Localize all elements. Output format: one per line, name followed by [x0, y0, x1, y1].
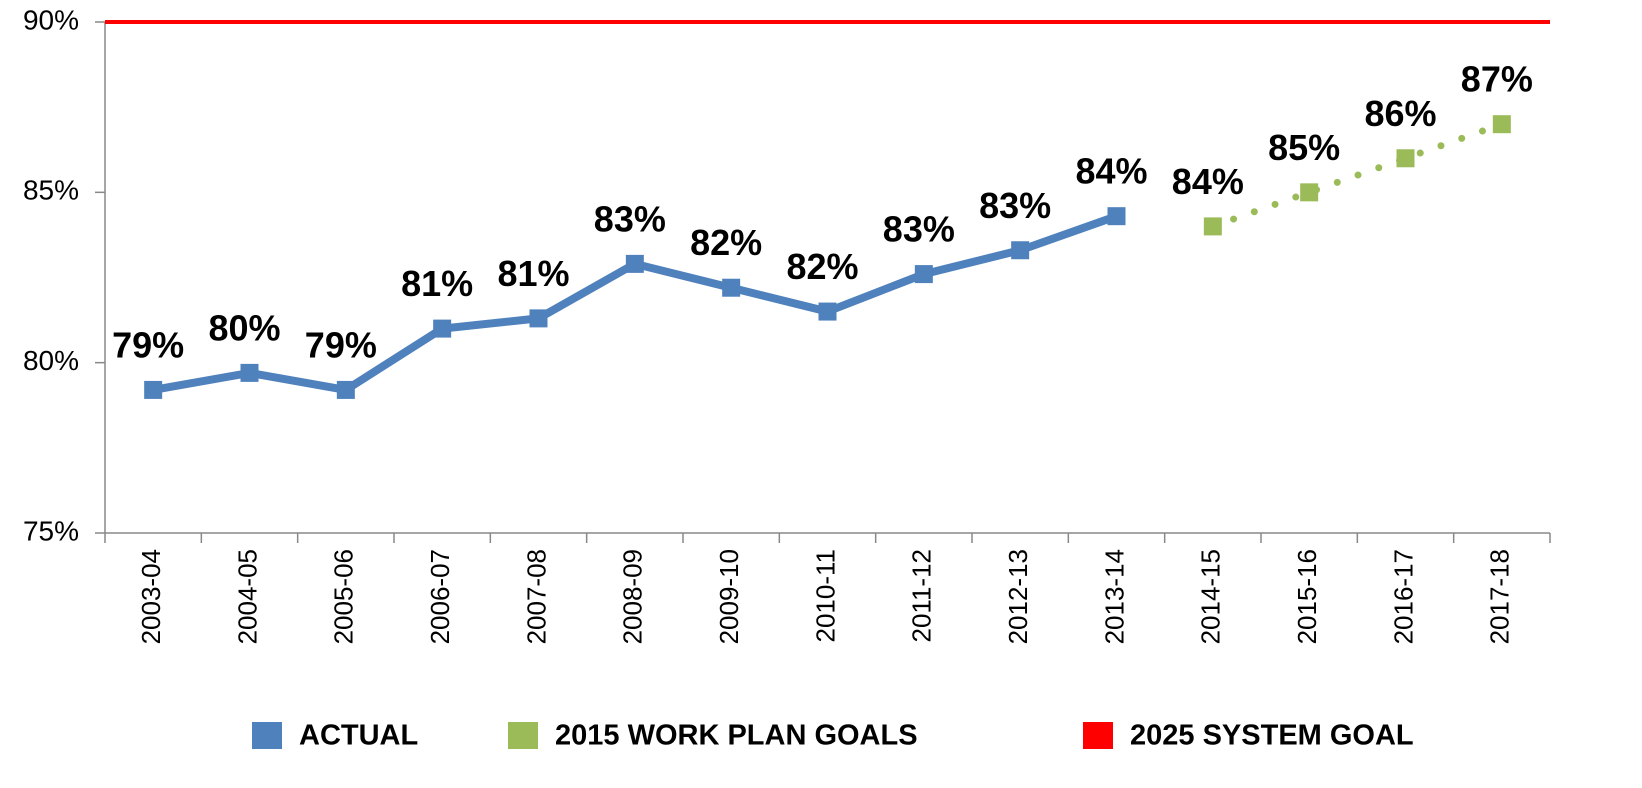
- data-label: 83%: [883, 209, 955, 250]
- x-tick-label: 2010-11: [810, 549, 840, 643]
- point-marker: [914, 265, 933, 284]
- data-label: 85%: [1268, 127, 1340, 168]
- data-label: 84%: [1075, 151, 1147, 192]
- x-tick-label: 2014-15: [1196, 549, 1226, 644]
- point-marker: [144, 380, 163, 399]
- x-tick-label: 2007-08: [521, 549, 551, 644]
- point-marker: [336, 380, 355, 399]
- data-label: 82%: [690, 222, 762, 263]
- point-marker: [433, 319, 452, 338]
- x-tick-label: 2011-12: [907, 549, 937, 643]
- point-marker: [625, 254, 644, 273]
- x-tick-label: 2013-14: [1099, 549, 1129, 644]
- point-marker: [818, 302, 837, 321]
- x-tick-label: 2012-13: [1003, 549, 1033, 644]
- x-tick-label: 2005-06: [329, 549, 359, 644]
- x-tick-label: 2006-07: [425, 549, 455, 644]
- data-label: 82%: [786, 246, 858, 287]
- data-label: 87%: [1461, 59, 1533, 100]
- point-marker: [1107, 207, 1126, 226]
- legend-label: ACTUAL: [299, 720, 418, 752]
- legend-swatch: [1083, 722, 1113, 749]
- point-marker: [1300, 183, 1319, 202]
- series-line: [1209, 120, 1506, 230]
- legend-swatch: [508, 722, 538, 749]
- x-tick-label: 2016-17: [1388, 549, 1418, 644]
- data-label: 81%: [401, 263, 473, 304]
- y-tick-label: 90%: [23, 4, 79, 35]
- point-marker: [1011, 241, 1030, 260]
- x-tick-label: 2009-10: [714, 549, 744, 644]
- point-marker: [1396, 149, 1415, 168]
- point-marker: [529, 309, 548, 328]
- legend-label: 2015 WORK PLAN GOALS: [555, 720, 918, 752]
- data-label: 84%: [1172, 161, 1244, 202]
- point-marker: [1203, 217, 1222, 236]
- data-label: 79%: [112, 324, 184, 365]
- y-tick-label: 85%: [23, 175, 79, 206]
- x-tick-label: 2004-05: [232, 549, 262, 644]
- data-label: 83%: [594, 198, 666, 239]
- point-marker: [1492, 115, 1511, 134]
- series-line: [152, 212, 1118, 394]
- y-tick-label: 80%: [23, 345, 79, 376]
- y-tick-label: 75%: [23, 515, 79, 546]
- x-tick-label: 2003-04: [136, 549, 166, 644]
- data-label: 79%: [305, 324, 377, 365]
- x-tick-label: 2017-18: [1485, 549, 1515, 644]
- data-label: 86%: [1364, 93, 1436, 134]
- point-marker: [722, 278, 741, 297]
- x-tick-label: 2008-09: [618, 549, 648, 644]
- data-label: 80%: [208, 307, 280, 348]
- x-tick-label: 2015-16: [1292, 549, 1322, 644]
- point-marker: [240, 363, 259, 382]
- data-label: 83%: [979, 185, 1051, 226]
- legend-swatch: [252, 722, 282, 749]
- legend-label: 2025 SYSTEM GOAL: [1130, 720, 1414, 752]
- data-label: 81%: [497, 253, 569, 294]
